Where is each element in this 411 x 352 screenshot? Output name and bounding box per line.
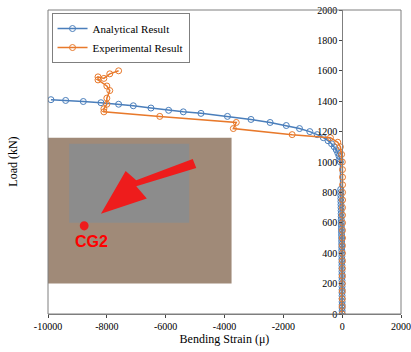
svg-text:1200: 1200	[317, 126, 337, 137]
svg-text:1000: 1000	[317, 157, 337, 168]
svg-text:1600: 1600	[317, 65, 337, 76]
svg-text:0: 0	[340, 321, 345, 332]
svg-text:2000: 2000	[317, 5, 337, 16]
svg-text:CG2: CG2	[75, 233, 108, 250]
svg-text:-10000: -10000	[34, 321, 62, 332]
svg-text:1800: 1800	[317, 35, 337, 46]
svg-text:Load (kN): Load (kN)	[6, 136, 20, 186]
svg-text:0: 0	[332, 309, 337, 320]
svg-text:1400: 1400	[317, 96, 337, 107]
svg-text:Analytical Result: Analytical Result	[93, 23, 170, 35]
svg-text:-8000: -8000	[95, 321, 118, 332]
svg-text:400: 400	[322, 248, 337, 259]
svg-text:800: 800	[322, 187, 337, 198]
svg-text:200: 200	[322, 278, 337, 289]
svg-text:2000: 2000	[391, 321, 411, 332]
svg-text:-2000: -2000	[272, 321, 295, 332]
svg-text:Bending Strain (μ): Bending Strain (μ)	[180, 332, 270, 346]
svg-text:-6000: -6000	[154, 321, 177, 332]
svg-text:-4000: -4000	[213, 321, 236, 332]
svg-text:Experimental Result: Experimental Result	[93, 42, 183, 54]
svg-text:600: 600	[322, 217, 337, 228]
